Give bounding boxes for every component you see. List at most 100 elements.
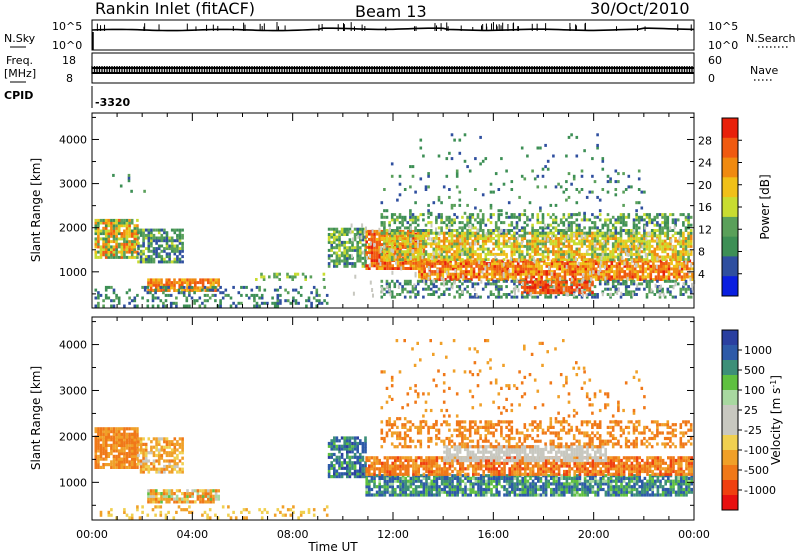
- velocity-cell: [131, 444, 134, 447]
- power-cell: [391, 237, 394, 240]
- power-cell: [573, 233, 575, 237]
- power-cell: [572, 265, 575, 268]
- power-cell: [126, 227, 129, 230]
- velocity-cell: [126, 444, 129, 447]
- power-cell: [354, 236, 357, 239]
- power-cell: [373, 233, 376, 236]
- power-cell: [439, 251, 441, 255]
- power-cell: [466, 218, 469, 221]
- power-cell: [404, 256, 407, 259]
- power-cell: [115, 219, 118, 222]
- power-cell: [442, 270, 445, 273]
- power-cell: [685, 242, 688, 245]
- power-cell: [412, 216, 415, 219]
- power-cell: [534, 296, 537, 299]
- power-cell: [189, 281, 192, 284]
- power-cell: [596, 226, 599, 229]
- power-cell: [478, 273, 481, 276]
- power-cell: [617, 216, 620, 219]
- power-cell: [140, 250, 143, 253]
- power-cell: [448, 218, 451, 221]
- power-cell: [343, 241, 346, 244]
- power-cell: [128, 219, 131, 222]
- power-cell: [495, 172, 498, 175]
- power-cell: [466, 237, 469, 240]
- power-cell: [577, 270, 580, 273]
- power-cell: [167, 286, 170, 289]
- velocity-cell: [134, 441, 137, 444]
- power-cell: [381, 237, 384, 240]
- power-cell: [176, 250, 179, 253]
- power-cell: [581, 229, 584, 232]
- power-cell: [376, 230, 379, 233]
- power-cell: [356, 260, 359, 263]
- power-cell: [505, 212, 508, 215]
- power-cell: [126, 248, 129, 251]
- power-cell: [438, 226, 441, 229]
- power-cell: [664, 250, 667, 253]
- power-cell: [589, 242, 592, 245]
- power-cell: [123, 237, 126, 240]
- power-cell: [100, 232, 103, 235]
- power-cell: [537, 175, 540, 178]
- power-cell: [238, 302, 241, 305]
- power-cell: [516, 232, 519, 235]
- power-cell: [524, 281, 527, 284]
- power-cell: [460, 245, 462, 249]
- power-cell: [567, 235, 569, 239]
- power-cell: [118, 222, 121, 225]
- power-cell: [343, 262, 346, 265]
- power-cell: [625, 288, 628, 291]
- power-cell: [581, 218, 584, 221]
- power-cell: [549, 281, 551, 285]
- power-cell: [555, 204, 558, 207]
- power-cell: [443, 248, 446, 251]
- power-cell: [605, 262, 608, 265]
- power-cell: [500, 242, 503, 245]
- power-cell: [95, 245, 98, 248]
- power-cell: [547, 291, 550, 294]
- power-cell: [462, 265, 465, 268]
- power-cell: [479, 296, 482, 299]
- power-cell: [163, 260, 166, 263]
- power-cell: [492, 280, 495, 283]
- power-cell: [470, 275, 473, 278]
- power-cell: [540, 278, 543, 281]
- power-cell: [583, 149, 586, 152]
- power-cell: [548, 266, 550, 270]
- power-cell: [607, 226, 610, 229]
- power-cell: [388, 256, 391, 259]
- power-cell: [524, 289, 527, 292]
- power-cell: [359, 228, 362, 231]
- power-cell: [158, 281, 161, 284]
- power-cell: [461, 216, 464, 219]
- power-cell: [520, 270, 523, 273]
- power-cell: [368, 230, 371, 233]
- power-cell: [582, 278, 584, 282]
- power-cell: [105, 286, 108, 289]
- power-cell: [511, 290, 514, 293]
- power-cell: [631, 270, 634, 273]
- power-cell: [495, 229, 498, 232]
- power-cell: [351, 246, 354, 249]
- power-cell: [537, 237, 540, 240]
- power-cell: [511, 221, 514, 224]
- power-cell: [346, 249, 349, 252]
- power-cell: [155, 242, 158, 245]
- power-cell: [600, 275, 603, 278]
- power-cell: [552, 242, 555, 245]
- power-cell: [349, 238, 352, 241]
- power-cell: [95, 256, 98, 259]
- power-cell: [660, 262, 663, 265]
- power-cell: [690, 216, 693, 219]
- power-cell: [651, 229, 654, 232]
- power-cell: [148, 260, 151, 263]
- power-cell: [540, 275, 543, 278]
- power-cell: [646, 242, 649, 245]
- power-cell: [475, 262, 478, 265]
- power-cell: [354, 249, 357, 252]
- power-cell: [446, 248, 449, 251]
- power-cell: [404, 216, 407, 219]
- power-cell: [641, 256, 644, 259]
- power-cell: [663, 265, 666, 268]
